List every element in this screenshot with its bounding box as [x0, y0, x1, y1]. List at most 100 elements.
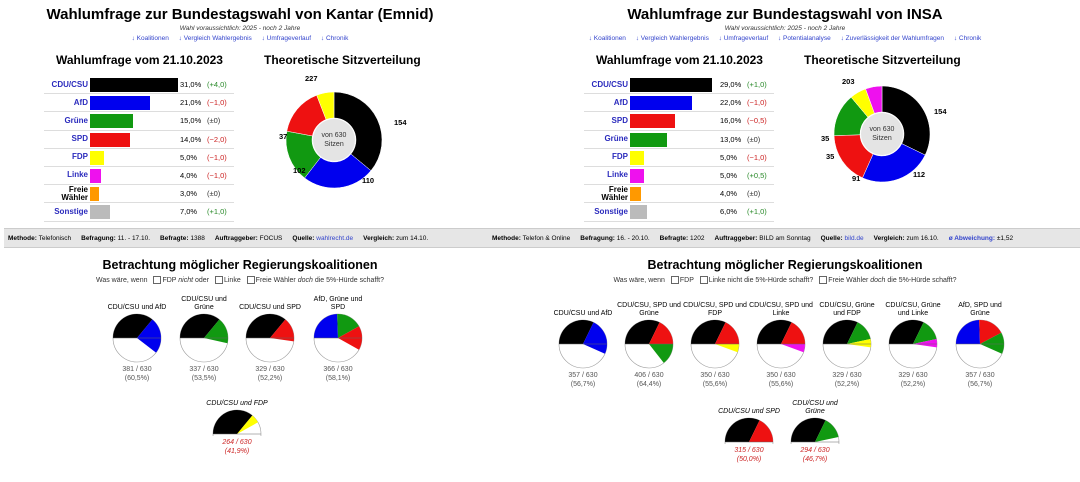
poll-results: CDU/CSU 31,0% (+4,0) AfD 21,0% (−1,0) Grüne 15,…	[44, 76, 234, 222]
party-name[interactable]: AfD	[613, 97, 628, 107]
coalition-name: CDU/CSU, Grüne und Linke	[885, 302, 941, 317]
checkbox-fdp[interactable]	[670, 276, 679, 284]
party-name[interactable]: FDP	[612, 152, 628, 162]
coalition-name: CDU/CSU und AfD	[107, 304, 167, 311]
election-date-note: Wahl voraussichtlich: 2025 - noch 2 Jahr…	[724, 25, 846, 32]
link-vergleich[interactable]: ↓ Vergleich Wahlergebnis	[635, 35, 709, 42]
coalition-pie	[624, 319, 674, 369]
coalition-percent: (41,9%)	[224, 448, 250, 455]
link-umfrageverlauf[interactable]: ↓ Umfrageverlauf	[718, 35, 769, 42]
party-name[interactable]: Sonstige	[54, 206, 88, 216]
party-value: 5,0%	[720, 170, 738, 180]
pie-slice-fdp	[715, 344, 739, 353]
pie-slice-gruene	[847, 322, 871, 344]
nav-links: ↓ Koalitionen ↓ Vergleich Wahlergebnis ↓…	[0, 35, 480, 42]
pie-slice-spd	[649, 322, 673, 344]
coalition-pie	[790, 417, 840, 444]
pie-slice-cdu	[725, 418, 760, 442]
checkbox-freie-waehler[interactable]	[246, 276, 255, 284]
coalition-pie	[313, 313, 363, 363]
kantar-panel: Wahlumfrage zur Bundestagswahl von Kanta…	[0, 6, 536, 455]
party-name[interactable]: Linke	[607, 170, 628, 180]
party-name[interactable]: Grüne	[64, 115, 88, 125]
party-name[interactable]: AfD	[73, 97, 88, 107]
checkbox-linke[interactable]	[214, 276, 223, 284]
coalition-seats: 350 / 630	[700, 372, 730, 379]
poll-info-bar: Methode: Telefon & Online Befragung: 16.…	[488, 228, 1080, 248]
coalition-seats: 357 / 630	[965, 372, 995, 379]
party-value: 7,0%	[180, 207, 198, 217]
coalition-name: CDU/CSU und Grüne	[792, 400, 838, 415]
coalition-name: AfD, SPD und Grüne	[958, 302, 1002, 317]
coalition-percent: (58,1%)	[325, 375, 351, 382]
link-zuverlaessigkeit[interactable]: ↓ Zuverlässigkeit der Wahlumfragen	[840, 35, 945, 42]
link-chronik[interactable]: ↓ Chronik	[953, 35, 982, 42]
coalition-percent: (55,6%)	[702, 381, 728, 388]
party-name[interactable]: CDU/CSU	[591, 79, 628, 89]
coalition-name: AfD, Grüne und SPD	[313, 296, 363, 311]
coalition-percent: (50,0%)	[736, 456, 762, 463]
party-change: (±0)	[747, 189, 761, 199]
coalition-heading: Betrachtung möglicher Regierungskoalitio…	[647, 258, 923, 272]
coalition-name: CDU/CSU und SPD	[718, 408, 780, 415]
checkbox-linke[interactable]	[699, 276, 708, 284]
pie-slice-linke	[781, 344, 805, 353]
coalition-seats: 294 / 630	[800, 447, 830, 454]
seat-label-gruene: 91	[852, 174, 861, 183]
coalition-percent: (60,5%)	[124, 375, 150, 382]
link-potentialanalyse[interactable]: ↓ Potentialanalyse	[777, 35, 831, 42]
checkbox-freie-waehler[interactable]	[819, 276, 828, 284]
party-bar	[90, 96, 150, 111]
seat-label-gruene: 110	[362, 176, 375, 185]
election-date-note: Wahl voraussichtlich: 2025 - noch 2 Jahr…	[179, 25, 301, 32]
source-link[interactable]: bild.de	[844, 234, 864, 242]
party-value: 16,0%	[720, 116, 742, 126]
party-bar	[630, 132, 667, 147]
coalition-item: CDU/CSU, Grüne und FDP 329 / 630 (52,2%)	[815, 294, 879, 389]
coalition-question: Was wäre, wenn FDP nicht oder Linke Frei…	[96, 276, 384, 284]
party-name[interactable]: Sonstige	[594, 206, 628, 216]
pie-slice-spd	[749, 420, 773, 442]
donut-center	[313, 119, 355, 161]
seat-label-cdu: 203	[842, 77, 855, 86]
nav-links: ↓ Koalitionen ↓ Vergleich Wahlergebnis ↓…	[540, 35, 1030, 42]
party-name[interactable]: FDP	[72, 152, 88, 162]
pie-slice-gruene	[980, 332, 1004, 354]
party-name[interactable]: Linke	[67, 170, 88, 180]
party-value: 4,0%	[180, 170, 198, 180]
pie-slice-cdu	[691, 320, 726, 344]
pie-slice-cdu	[180, 314, 220, 338]
link-koalitionen[interactable]: ↓ Koalitionen	[131, 35, 169, 42]
party-name[interactable]: SPD	[71, 134, 88, 144]
party-name: Freie Wähler	[601, 184, 628, 202]
party-row: AfD 21,0% (−1,0)	[44, 94, 234, 113]
coalition-name: CDU/CSU und SPD	[239, 304, 301, 311]
seat-donut-chart: von 630 Sitzen	[833, 85, 931, 183]
pie-slice-afd	[583, 322, 607, 354]
party-bar	[90, 78, 178, 92]
coalition-percent: (52,2%)	[834, 381, 860, 388]
party-change: (−1,0)	[207, 152, 227, 162]
link-vergleich[interactable]: ↓ Vergleich Wahlergebnis	[178, 35, 252, 42]
source-link[interactable]: wahlrecht.de	[316, 234, 354, 242]
checkbox-fdp[interactable]	[153, 276, 162, 284]
coalition-item: CDU/CSU, SPD und FDP 350 / 630 (55,6%)	[683, 294, 747, 389]
coalition-pie	[888, 319, 938, 369]
party-row: AfD 22,0% (−1,0)	[584, 94, 774, 113]
link-chronik[interactable]: ↓ Chronik	[320, 35, 349, 42]
party-name[interactable]: CDU/CSU	[51, 79, 88, 89]
link-koalitionen[interactable]: ↓ Koalitionen	[588, 35, 626, 42]
party-name[interactable]: Grüne	[604, 134, 628, 144]
coalition-item: CDU/CSU und AfD 357 / 630 (56,7%)	[551, 294, 615, 389]
link-umfrageverlauf[interactable]: ↓ Umfrageverlauf	[261, 35, 312, 42]
party-name[interactable]: SPD	[611, 115, 628, 125]
coalition-seats: 329 / 630	[832, 372, 862, 379]
coalition-item: AfD, SPD und Grüne 357 / 630 (56,7%)	[948, 294, 1012, 389]
party-row: Linke 5,0% (+0,5)	[584, 167, 774, 186]
party-change: (+1,0)	[747, 207, 767, 217]
coalition-seats: 381 / 630	[122, 366, 152, 373]
party-change: (−0,5)	[747, 116, 767, 126]
seat-label-spd: 102	[293, 166, 306, 175]
coalition-pie	[212, 409, 262, 436]
seat-label-cdu: 227	[305, 74, 318, 83]
